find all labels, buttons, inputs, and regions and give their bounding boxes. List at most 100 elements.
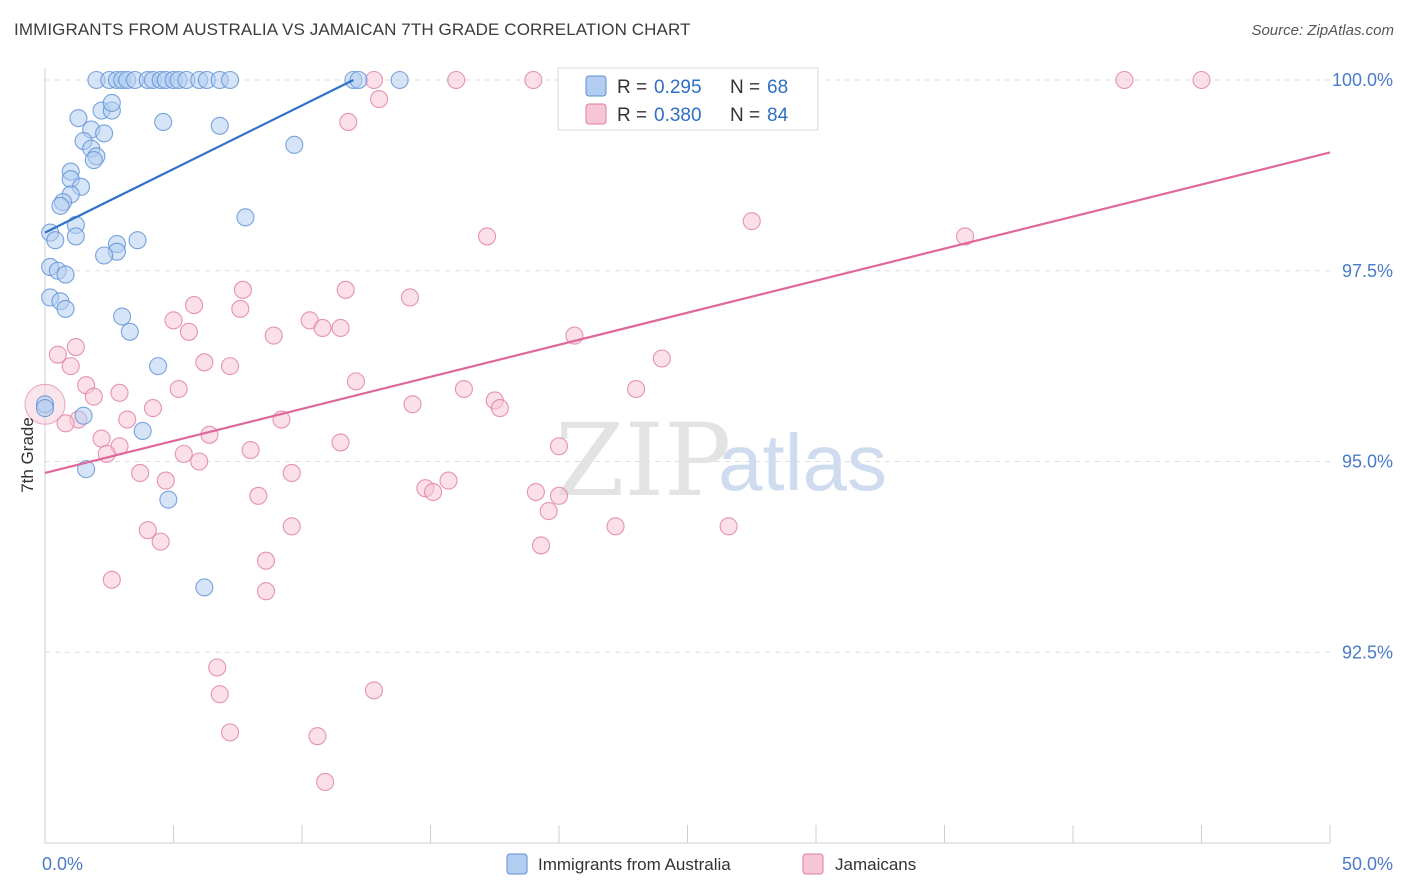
jamaicans-point <box>524 70 543 90</box>
australia-point <box>35 399 55 418</box>
stats-n-value-australia: 68 <box>767 77 788 98</box>
jamaicans-point <box>56 414 75 433</box>
jamaicans-point <box>316 772 335 792</box>
jamaicans-point <box>92 429 111 448</box>
jamaicans-point <box>370 90 389 109</box>
jamaicans-point <box>956 227 975 246</box>
australia-point <box>113 307 132 326</box>
australia-point <box>66 227 85 246</box>
y-tick-label: 92.5% <box>1342 642 1393 662</box>
australia-point <box>159 490 178 509</box>
australia-point <box>210 116 229 135</box>
jamaicans-point <box>190 452 209 471</box>
legend-swatch-australia <box>506 853 528 875</box>
jamaicans-point <box>233 280 252 299</box>
australia-point <box>56 265 75 284</box>
stats-r-label-2: R = <box>617 105 647 126</box>
legend-label-australia: Immigrants from Australia <box>538 855 731 874</box>
x-tick-max: 50.0% <box>1342 854 1393 874</box>
legend-swatch-jamaicans <box>802 853 824 875</box>
stats-n-value-jamaicans: 84 <box>767 105 789 126</box>
jamaicans-point <box>220 723 240 742</box>
jamaicans-point <box>102 570 121 589</box>
stats-r-value-australia: 0.295 <box>654 77 702 98</box>
jamaicans-point <box>606 517 625 536</box>
jamaicans-point <box>526 482 545 502</box>
jamaicans-point <box>454 379 473 399</box>
jamaicans-point <box>531 536 551 555</box>
jamaicans-point <box>447 70 466 90</box>
australia-point <box>154 112 173 132</box>
jamaicans-point <box>403 395 422 414</box>
australia-point <box>74 406 93 425</box>
stats-legend: R = 0.295 N = 68 R = 0.380 N = 84 <box>557 67 819 131</box>
jamaicans-point <box>400 288 419 307</box>
jamaicans-point <box>131 463 150 482</box>
stats-r-value-jamaicans: 0.380 <box>654 105 702 126</box>
jamaicans-point <box>282 463 301 482</box>
jamaicans-point <box>339 112 358 132</box>
australia-point <box>120 322 139 341</box>
jamaicans-point <box>1115 70 1134 90</box>
australia-point <box>102 93 121 112</box>
stats-n-label-2: N = <box>730 105 760 126</box>
australia-points <box>35 70 409 597</box>
jamaicans-point <box>364 681 384 700</box>
jamaicans-point <box>84 387 103 406</box>
jamaicans-point <box>549 437 569 456</box>
australia-point <box>56 299 75 318</box>
watermark-atlas: atlas <box>718 418 887 507</box>
jamaicans-point <box>1192 70 1211 90</box>
y-tick-label: 95.0% <box>1342 452 1393 472</box>
jamaicans-point <box>48 345 67 364</box>
jamaicans-point <box>151 532 170 551</box>
australia-point <box>285 135 304 154</box>
jamaicans-point <box>439 471 458 490</box>
jamaicans-point <box>174 444 193 463</box>
jamaicans-point <box>164 311 183 330</box>
jamaicans-point <box>652 349 671 368</box>
australia-trend-line <box>44 79 354 234</box>
jamaicans-point <box>169 379 188 399</box>
stats-swatch-australia <box>585 75 607 97</box>
jamaicans-point <box>742 212 761 231</box>
axes: 100.0% 97.5% 95.0% 92.5% <box>44 68 1393 844</box>
jamaicans-point <box>331 318 350 338</box>
jamaicans-trend-line <box>44 151 1331 475</box>
australia-point <box>220 70 240 90</box>
jamaicans-point <box>308 727 327 746</box>
watermark-zip: ZIP <box>555 402 731 519</box>
jamaicans-point <box>220 357 240 376</box>
series-legend: Immigrants from Australia Jamaicans <box>506 853 916 875</box>
jamaicans-point <box>210 685 229 704</box>
source-credit: Source: ZipAtlas.com <box>1251 22 1394 39</box>
australia-point <box>149 357 168 376</box>
jamaicans-point <box>627 379 646 399</box>
jamaicans-point <box>256 551 276 570</box>
jamaicans-point <box>249 486 268 505</box>
y-axis-label: 7th Grade <box>18 417 37 493</box>
jamaicans-point <box>549 486 569 505</box>
jamaicans-point <box>477 227 497 246</box>
jamaicans-point <box>179 322 198 341</box>
x-tick-min: 0.0% <box>42 854 83 874</box>
jamaicans-point <box>118 410 137 429</box>
jamaicans-point <box>143 399 162 418</box>
australia-point <box>128 231 147 250</box>
australia-point <box>349 70 368 90</box>
jamaicans-point <box>331 433 350 452</box>
jamaicans-point <box>346 372 366 391</box>
jamaicans-point <box>156 471 175 490</box>
australia-point <box>69 109 88 128</box>
y-tick-label: 97.5% <box>1342 261 1393 281</box>
stats-r-label-1: R = <box>617 77 647 98</box>
australia-point <box>46 231 65 250</box>
jamaicans-point <box>138 521 157 540</box>
jamaicans-point <box>539 502 558 521</box>
jamaicans-point <box>719 517 738 536</box>
australia-point <box>236 208 255 227</box>
jamaicans-points <box>24 70 1211 792</box>
australia-point <box>51 196 70 215</box>
stats-swatch-jamaicans <box>585 103 607 125</box>
